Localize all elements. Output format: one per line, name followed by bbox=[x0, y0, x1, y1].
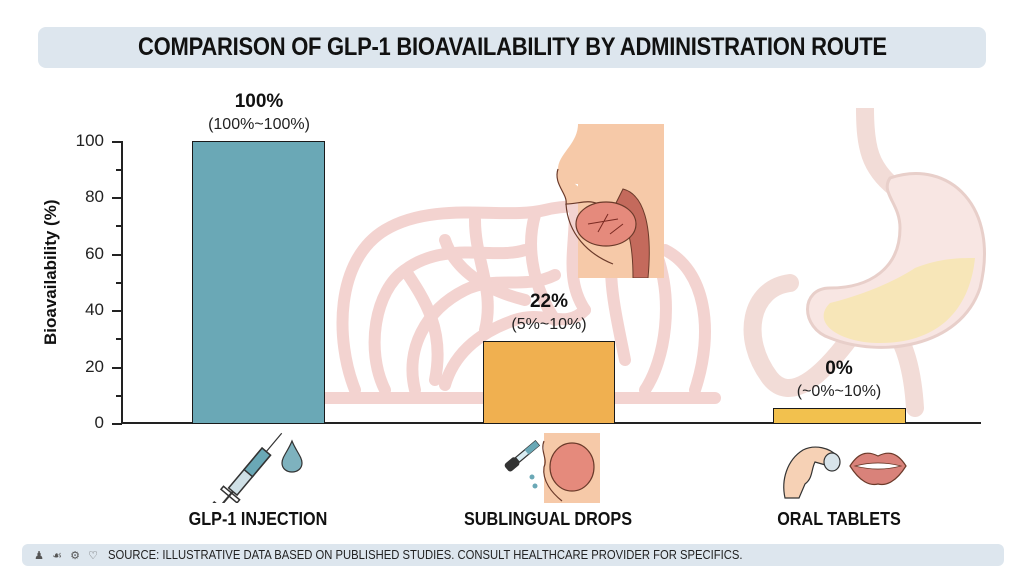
y-tick bbox=[112, 423, 122, 425]
face-mouth-illustration bbox=[556, 124, 664, 278]
category-label: ORAL TABLETS bbox=[777, 509, 901, 529]
y-axis-label: Bioavailability (%) bbox=[41, 199, 60, 345]
y-tick-label: 80 bbox=[85, 187, 104, 206]
bar-value-label: 22% bbox=[529, 291, 569, 312]
y-minor-tick bbox=[116, 282, 122, 284]
y-tick bbox=[112, 254, 122, 256]
hand-drop-icon: ☙ bbox=[52, 549, 62, 562]
y-tick-label: 0 bbox=[94, 413, 104, 432]
y-minor-tick bbox=[116, 338, 122, 340]
category-label: SUBLINGUAL DROPS bbox=[463, 509, 633, 529]
y-tick-label: 20 bbox=[85, 357, 104, 376]
y-minor-tick bbox=[116, 169, 122, 171]
bar-value-label: 100% bbox=[234, 91, 284, 112]
bar-oral-tablets bbox=[773, 408, 906, 424]
bar-value-label: 0% bbox=[825, 358, 853, 379]
y-tick bbox=[112, 141, 122, 143]
y-tick-label: 60 bbox=[85, 244, 104, 263]
bar-range-label: (5%~10%) bbox=[511, 316, 587, 333]
syringe-icon bbox=[212, 432, 303, 503]
y-tick-label: 40 bbox=[85, 300, 104, 319]
y-minor-tick bbox=[116, 395, 122, 397]
care-hands-icon: ♡ bbox=[88, 549, 98, 562]
bar-sublingual-drops bbox=[483, 341, 615, 424]
category-label: GLP-1 INJECTION bbox=[188, 509, 328, 529]
source-footer: ♟ ☙ ⚙ ♡ SOURCE: ILLUSTRATIVE DATA BASED … bbox=[22, 544, 1004, 566]
doctor-icon: ♟ bbox=[34, 549, 44, 562]
blood-vessel-network-illustration bbox=[325, 200, 721, 404]
bar-range-label: (~0%~10%) bbox=[796, 383, 882, 400]
dropper-mouth-icon bbox=[504, 433, 600, 503]
chart-title-bar: COMPARISON OF GLP-1 BIOAVAILABILITY BY A… bbox=[38, 27, 986, 68]
y-minor-tick bbox=[116, 225, 122, 227]
y-tick-label: 100 bbox=[75, 131, 104, 150]
bar-glp1-injection bbox=[192, 141, 325, 424]
stomach-illustration bbox=[743, 108, 986, 417]
y-tick bbox=[112, 310, 122, 312]
hand-pill-lips-icon bbox=[783, 446, 907, 499]
y-tick bbox=[112, 197, 122, 199]
gear-icon: ⚙ bbox=[70, 549, 80, 562]
y-tick bbox=[112, 367, 122, 369]
bar-range-label: (100%~100%) bbox=[208, 116, 310, 133]
y-axis-line bbox=[121, 141, 123, 424]
chart-title: COMPARISON OF GLP-1 BIOAVAILABILITY BY A… bbox=[137, 33, 887, 61]
source-note: SOURCE: ILLUSTRATIVE DATA BASED ON PUBLI… bbox=[108, 548, 743, 562]
